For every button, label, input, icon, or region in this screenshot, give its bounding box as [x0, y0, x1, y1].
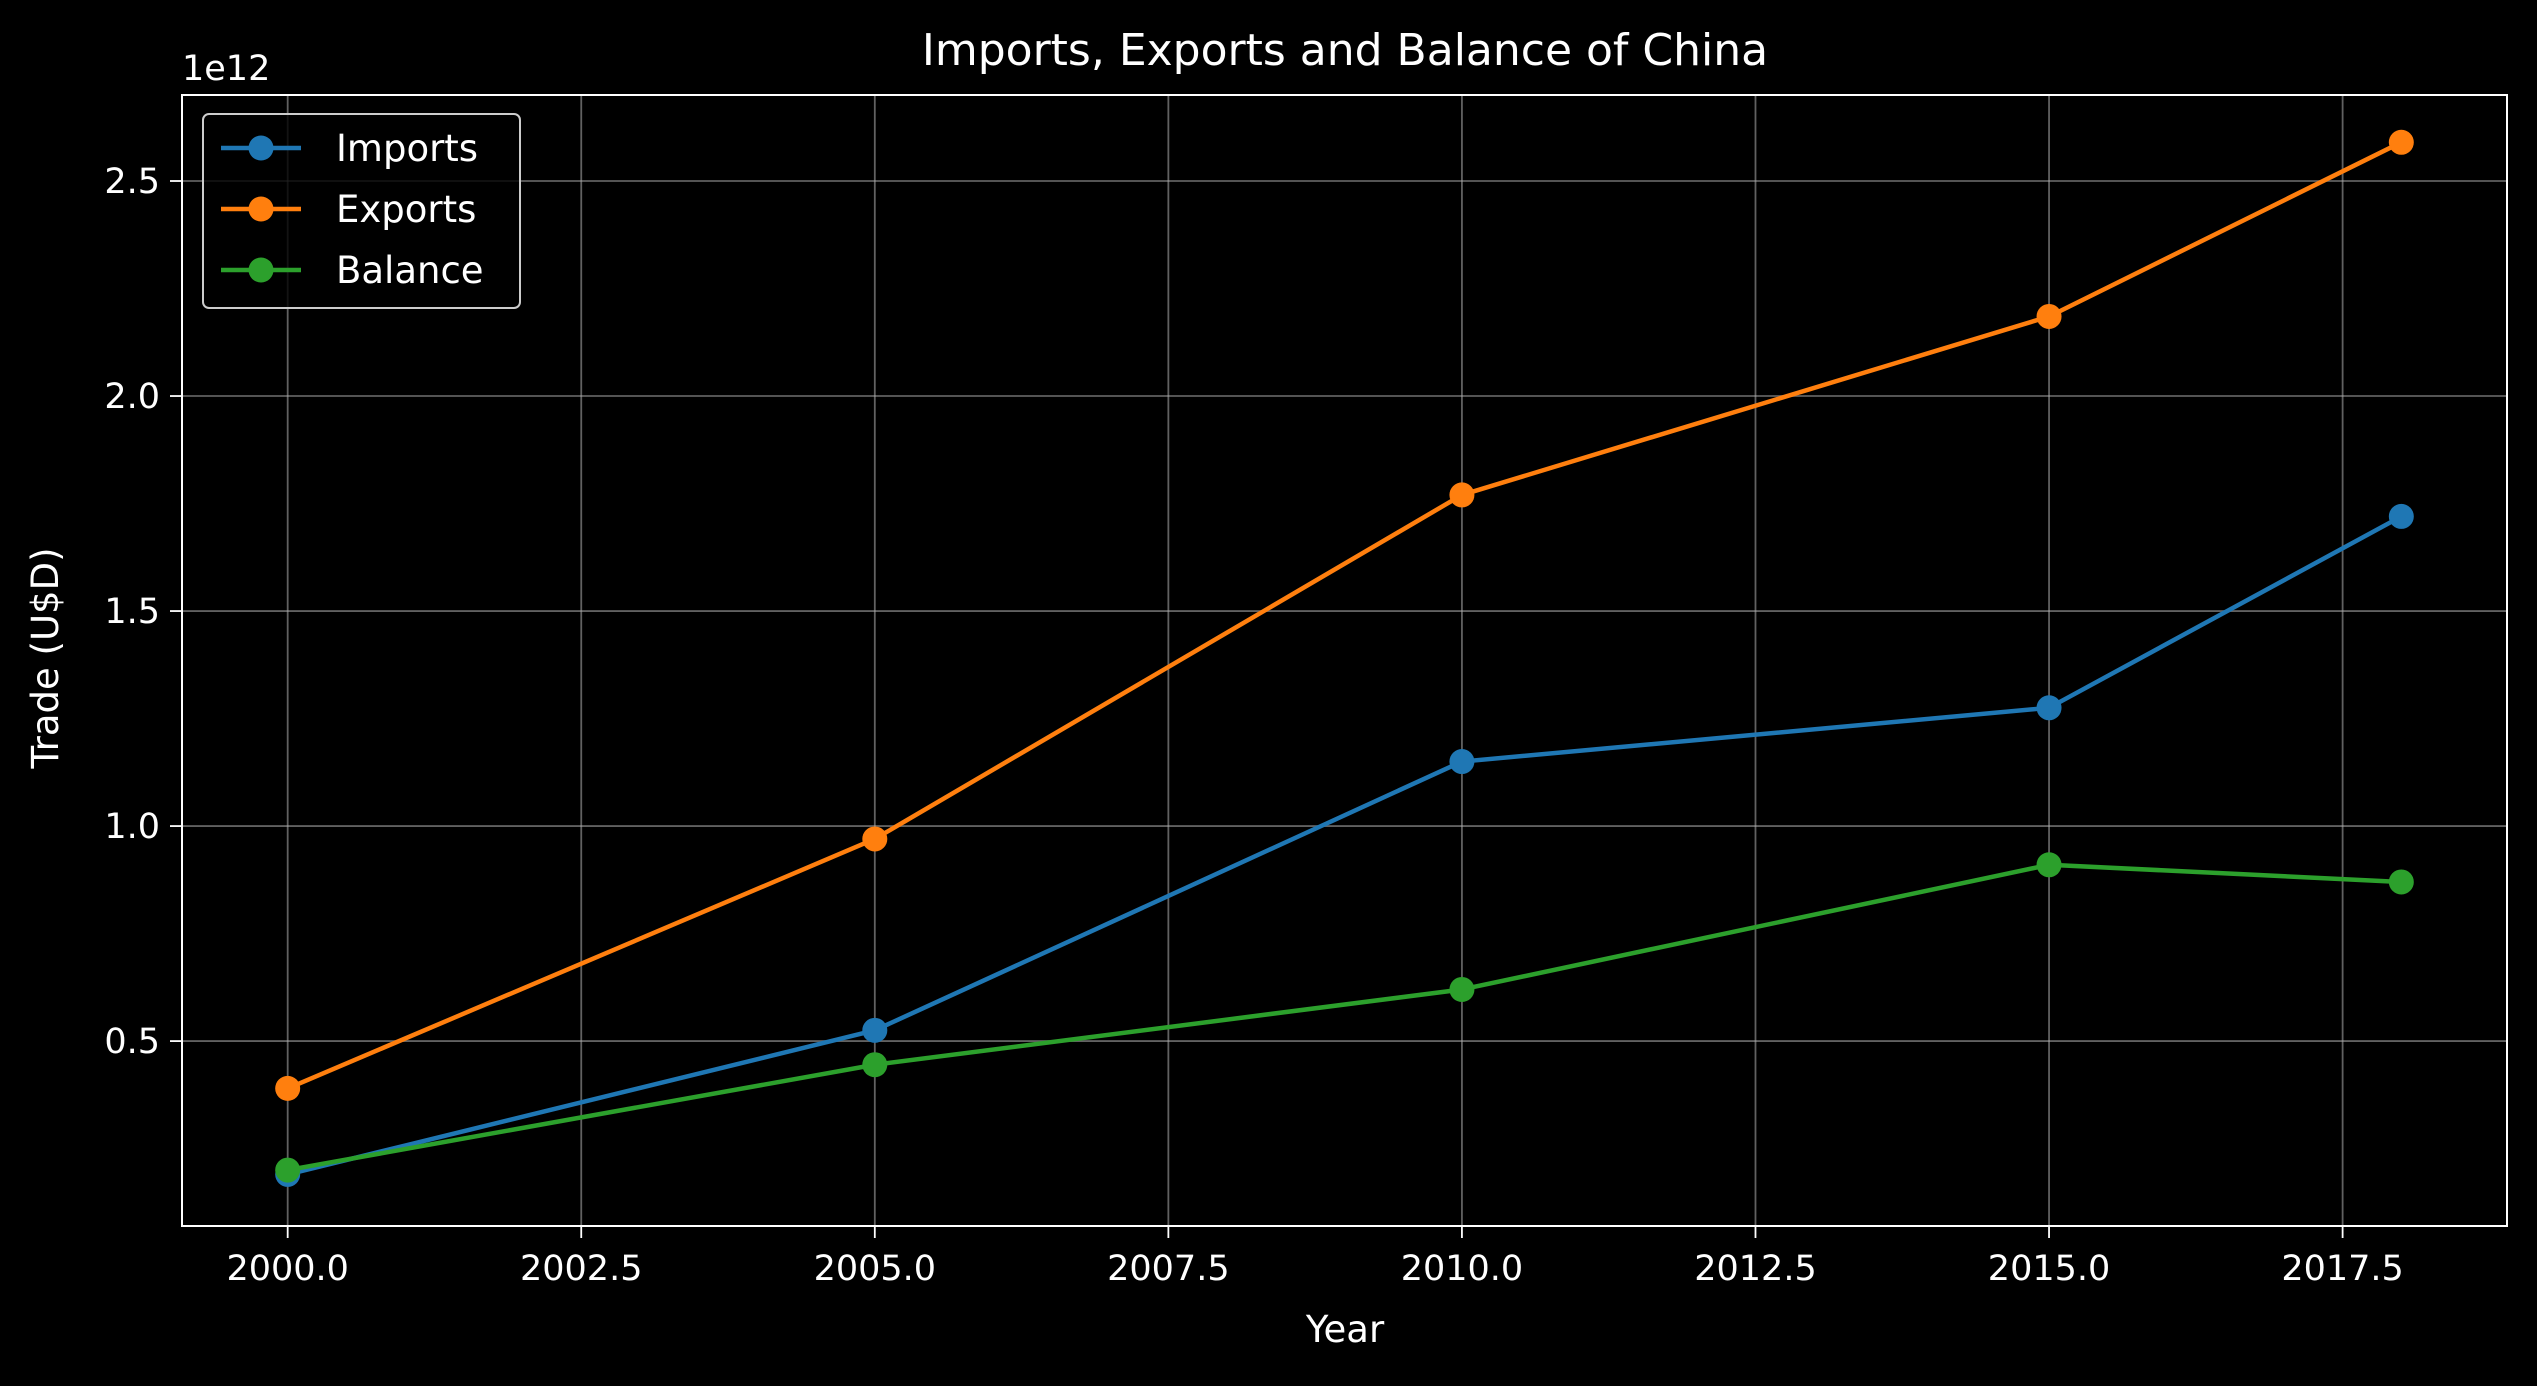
x-tick-label: 2005.0	[814, 1249, 936, 1289]
x-tick-label: 2007.5	[1107, 1249, 1229, 1289]
y-axis-label: Trade (U$D)	[24, 547, 67, 769]
exports-data-point	[2388, 129, 2414, 155]
balance-legend-label: Balance	[336, 249, 484, 292]
balance-data-point	[2036, 852, 2062, 878]
x-tick-label: 2000.0	[226, 1249, 348, 1289]
series-lines	[275, 129, 2414, 1187]
x-tick-label: 2017.5	[2281, 1249, 2403, 1289]
x-tick-label: 2015.0	[1988, 1249, 2110, 1289]
imports-data-point	[2388, 503, 2414, 529]
exports-legend-label: Exports	[336, 188, 476, 231]
exports-data-point	[1449, 482, 1475, 508]
chart-title: Imports, Exports and Balance of China	[922, 25, 1768, 76]
exports-data-point	[275, 1075, 301, 1101]
balance-data-point	[2388, 869, 2414, 895]
y-tick-label: 2.5	[104, 162, 160, 202]
y-tick-label: 1.0	[104, 807, 160, 847]
balance-legend-marker	[248, 257, 274, 283]
axes-frame	[181, 94, 2508, 1227]
imports-data-point	[2036, 695, 2062, 721]
imports-data-point	[862, 1017, 888, 1043]
x-axis-label: Year	[1305, 1308, 1385, 1351]
axes: 2000.0 2002.5 2005.0 2007.5 2010.0 2012.5 2015…	[104, 94, 2508, 1289]
x-tick-label: 2010.0	[1401, 1249, 1523, 1289]
imports-data-point	[1449, 749, 1475, 775]
imports-legend-label: Imports	[336, 127, 478, 170]
balance-data-point	[275, 1157, 301, 1183]
y-tick-label: 2.0	[104, 377, 160, 417]
balance-data-point	[1449, 976, 1475, 1002]
y-tick-label: 1.5	[104, 592, 160, 632]
legend-box	[202, 113, 521, 309]
balance-data-point	[862, 1052, 888, 1078]
x-tick-label: 2002.5	[520, 1249, 642, 1289]
exports-legend-marker	[248, 196, 274, 222]
exports-data-point	[862, 826, 888, 852]
exports-data-point	[2036, 303, 2062, 329]
y-tick-label: 0.5	[104, 1022, 160, 1062]
legend: Imports Exports Balance	[202, 113, 521, 309]
y-axis-offset-label: 1e12	[182, 49, 270, 89]
imports-legend-marker	[248, 135, 274, 161]
x-tick-label: 2012.5	[1694, 1249, 1816, 1289]
